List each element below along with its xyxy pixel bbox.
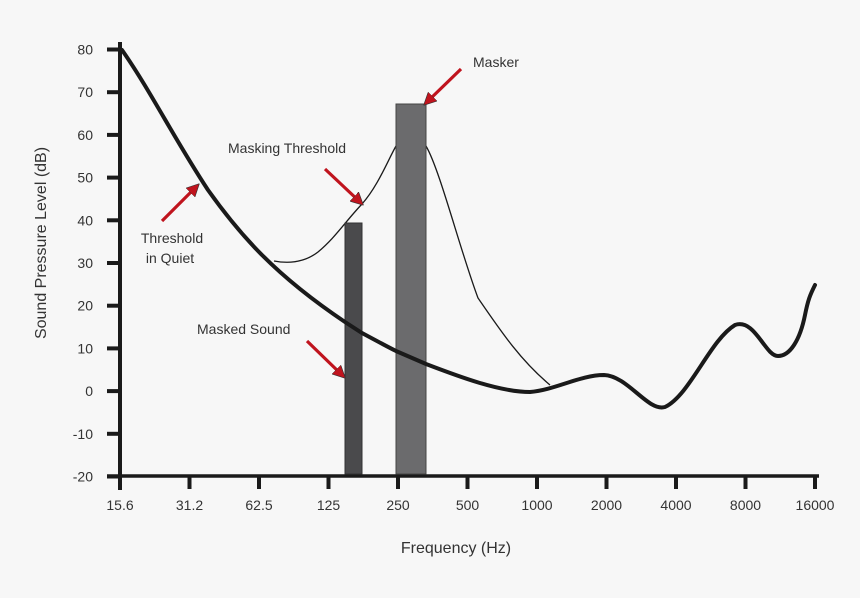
- x-axis-ticks: 15.6 31.2 62.5 125 250 500 1000 2000 4000 8000 160…: [106, 476, 835, 513]
- y-tick-label: 20: [77, 298, 93, 314]
- masker-label: Masker: [473, 54, 519, 70]
- x-axis-label: Frequency (Hz): [401, 540, 511, 557]
- threshold-in-quiet-curve: [120, 48, 817, 410]
- masked-sound-bar: [344, 222, 363, 475]
- threshold-in-quiet-label-line1: Threshold: [141, 230, 203, 246]
- x-tick-label: 125: [317, 497, 341, 513]
- masking-threshold-arrow: [323, 167, 360, 202]
- y-tick-label: 10: [77, 340, 93, 356]
- x-tick-label: 4000: [660, 497, 691, 513]
- x-tick-label: 16000: [796, 497, 835, 513]
- x-tick-label: 2000: [591, 497, 622, 513]
- axes: [107, 42, 819, 490]
- x-tick-label: 62.5: [245, 497, 272, 513]
- x-tick-label: 500: [456, 497, 480, 513]
- x-tick-label: 31.2: [176, 497, 203, 513]
- masked-sound-arrow: [305, 339, 342, 375]
- masker-bar: [395, 103, 427, 475]
- y-tick-label: 70: [77, 84, 93, 100]
- x-tick-label: 15.6: [106, 497, 133, 513]
- y-tick-label: 30: [77, 255, 93, 271]
- y-axis-ticks: 80 70 60 50 40 30 20 10 0 -10 -20: [73, 42, 120, 485]
- y-tick-label: 50: [77, 170, 93, 186]
- masker-arrow: [427, 67, 463, 102]
- y-tick-label: -10: [73, 426, 93, 442]
- y-tick-label: 40: [77, 212, 93, 228]
- y-tick-label: -20: [73, 469, 93, 485]
- y-tick-label: 80: [77, 42, 93, 58]
- masked-sound-label: Masked Sound: [197, 321, 290, 337]
- threshold-in-quiet-arrow: [160, 187, 196, 223]
- masking-threshold-label: Masking Threshold: [228, 140, 346, 156]
- y-tick-label: 0: [85, 383, 93, 399]
- masking-threshold-curve: [273, 145, 551, 386]
- y-axis-label: Sound Pressure Level (dB): [33, 147, 50, 339]
- x-tick-label: 8000: [730, 497, 761, 513]
- y-tick-label: 60: [77, 127, 93, 143]
- annotation-arrows: [160, 67, 463, 375]
- x-tick-label: 1000: [521, 497, 552, 513]
- threshold-in-quiet-label-line2: in Quiet: [146, 250, 194, 266]
- x-tick-label: 250: [386, 497, 410, 513]
